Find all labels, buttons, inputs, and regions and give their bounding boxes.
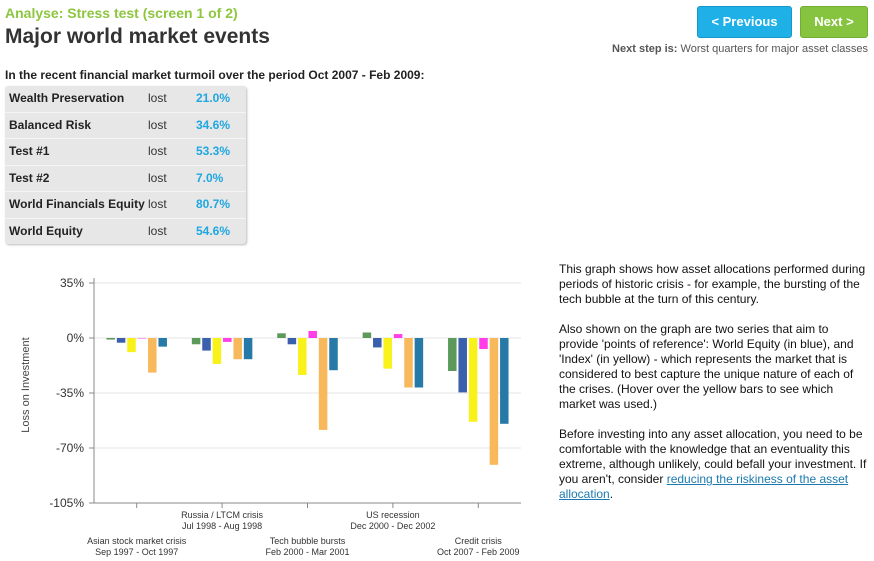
bar[interactable] xyxy=(308,330,317,338)
intro-text: In the recent financial market turmoil o… xyxy=(5,68,425,82)
next-button[interactable]: Next > xyxy=(800,6,868,38)
previous-button[interactable]: < Previous xyxy=(697,6,792,38)
bar[interactable] xyxy=(489,338,499,465)
result-value: 54.6% xyxy=(196,223,231,238)
x-category-label: Asian stock market crisis xyxy=(87,536,187,546)
x-category-label: Credit crisis xyxy=(455,536,503,546)
stress-test-chart: 35% 0% -35% -70% -105% Loss on Investment Asia… xyxy=(20,276,521,557)
bar[interactable] xyxy=(158,338,167,347)
bar[interactable] xyxy=(479,338,488,349)
description-paragraph: Before investing into any asset allocati… xyxy=(559,427,871,502)
result-verb: lost xyxy=(148,197,167,211)
bar[interactable] xyxy=(287,338,297,345)
result-verb: lost xyxy=(148,223,167,238)
x-category-label: Tech bubble bursts xyxy=(270,536,346,546)
y-tick-label: -35% xyxy=(56,386,84,400)
bar[interactable] xyxy=(404,338,413,388)
x-category-period: Sep 1997 - Oct 1997 xyxy=(95,547,178,557)
bar[interactable] xyxy=(202,338,211,351)
result-name: Test #2 xyxy=(9,170,50,185)
page-title: Major world market events xyxy=(5,25,270,48)
y-axis-label: Loss on Investment xyxy=(20,337,32,432)
x-category-period: Feb 2000 - Mar 2001 xyxy=(265,547,349,557)
bar[interactable] xyxy=(212,338,222,364)
bar[interactable] xyxy=(329,338,338,371)
result-row: Test #1 lost 53.3% xyxy=(5,139,246,166)
bar[interactable] xyxy=(191,338,201,345)
result-row: Test #2 lost 7.0% xyxy=(5,166,246,192)
bar[interactable] xyxy=(106,338,115,340)
result-row: Balanced Risk lost 34.6% xyxy=(5,113,246,139)
bar[interactable] xyxy=(414,338,424,388)
next-step-info: Next step is: Worst quarters for major a… xyxy=(612,43,868,55)
bar[interactable] xyxy=(137,338,147,339)
result-verb: lost xyxy=(148,91,167,105)
result-verb: lost xyxy=(148,117,167,132)
bar[interactable] xyxy=(233,338,242,360)
result-value: 80.7% xyxy=(196,197,231,211)
bar[interactable] xyxy=(127,338,136,353)
result-row: World Equity lost 54.6% xyxy=(5,219,246,245)
bar[interactable] xyxy=(448,338,457,371)
x-category-period: Dec 2000 - Dec 2002 xyxy=(350,521,435,531)
result-value: 34.6% xyxy=(196,117,231,132)
result-name: Test #1 xyxy=(9,144,50,158)
bar[interactable] xyxy=(116,338,126,343)
result-row: Wealth Preservation lost 21.0% xyxy=(5,86,246,113)
y-tick-label: -70% xyxy=(56,441,84,455)
x-category-period: Jul 1998 - Aug 1998 xyxy=(182,521,262,531)
bar[interactable] xyxy=(373,338,382,348)
y-tick-label: 35% xyxy=(60,276,84,290)
result-value: 7.0% xyxy=(196,170,224,185)
result-value: 53.3% xyxy=(196,144,231,158)
bar[interactable] xyxy=(458,338,467,393)
x-category-label: US recession xyxy=(366,510,420,520)
bar[interactable] xyxy=(318,338,328,430)
description-text: Before investing into any asset allocati… xyxy=(559,427,867,486)
description-panel: This graph shows how asset allocations p… xyxy=(559,262,871,517)
result-name: Balanced Risk xyxy=(9,117,92,132)
next-step-label: Next step is: xyxy=(612,43,678,55)
result-value: 21.0% xyxy=(196,91,231,105)
description-paragraph: This graph shows how asset allocations p… xyxy=(559,262,866,306)
next-step-value: Worst quarters for major asset classes xyxy=(680,43,868,55)
description-end: . xyxy=(609,487,614,501)
result-verb: lost xyxy=(148,144,167,158)
y-tick-label: 0% xyxy=(67,331,85,345)
y-tick-label: -105% xyxy=(49,496,84,510)
result-name: World Financials Equity xyxy=(9,197,145,211)
description-paragraph: Also shown on the graph are two series t… xyxy=(559,322,854,411)
results-table: Wealth Preservation lost 21.0% Balanced … xyxy=(5,86,246,244)
bar[interactable] xyxy=(148,338,157,373)
reduce-risk-link[interactable]: reducing the riskiness of the asset allo… xyxy=(559,472,849,501)
bar[interactable] xyxy=(468,338,478,422)
bar[interactable] xyxy=(393,334,403,338)
bar[interactable] xyxy=(500,338,509,424)
result-name: Wealth Preservation xyxy=(9,91,125,105)
bar[interactable] xyxy=(277,333,286,338)
bar[interactable] xyxy=(362,332,372,339)
page-subtitle: Analyse: Stress test (screen 1 of 2) xyxy=(5,5,238,21)
x-category-label: Russia / LTCM crisis xyxy=(181,510,263,520)
x-category-period: Oct 2007 - Feb 2009 xyxy=(437,547,520,557)
bar[interactable] xyxy=(383,338,392,369)
bar[interactable] xyxy=(298,338,307,375)
bar[interactable] xyxy=(243,338,253,360)
result-name: World Equity xyxy=(9,223,83,238)
result-row: World Financials Equity lost 80.7% xyxy=(5,192,246,219)
bar[interactable] xyxy=(223,338,232,342)
result-verb: lost xyxy=(148,170,167,185)
